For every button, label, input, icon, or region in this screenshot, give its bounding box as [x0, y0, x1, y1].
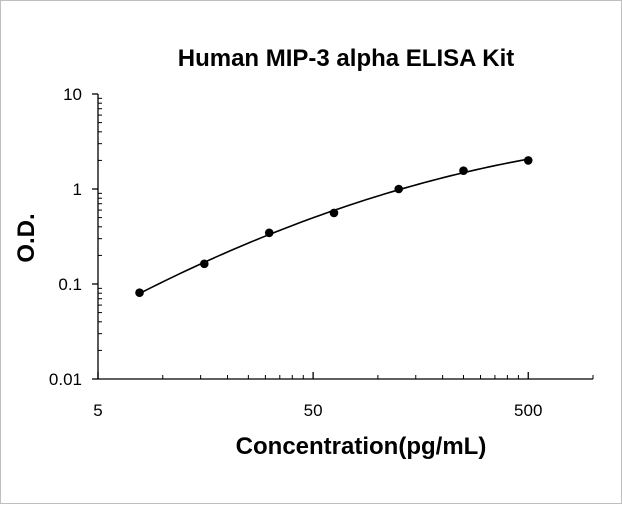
y-tick-label: 1 [73, 180, 82, 199]
y-axis-title: O.D. [13, 213, 40, 262]
points-group [135, 156, 533, 297]
trendline [139, 158, 529, 295]
data-point [523, 156, 533, 165]
data-point [459, 166, 468, 175]
data-point [200, 259, 209, 269]
x-tick-label: 50 [304, 401, 323, 420]
x-tick-label: 5 [93, 401, 102, 420]
data-point [394, 184, 404, 194]
axes: 0.01 0.1 1 10 5 50 500 [49, 85, 594, 420]
data-point [329, 208, 339, 218]
x-tick-label: 500 [514, 401, 542, 420]
y-tick-label: 10 [63, 85, 82, 104]
trendline-group [139, 158, 529, 295]
y-tick-label: 0.01 [49, 370, 82, 389]
data-point [264, 228, 274, 238]
y-tick-label: 0.1 [58, 275, 82, 294]
chart-title: Human MIP-3 alpha ELISA Kit [178, 45, 514, 72]
data-point [135, 288, 144, 297]
x-axis-title: Concentration(pg/mL) [236, 433, 487, 460]
